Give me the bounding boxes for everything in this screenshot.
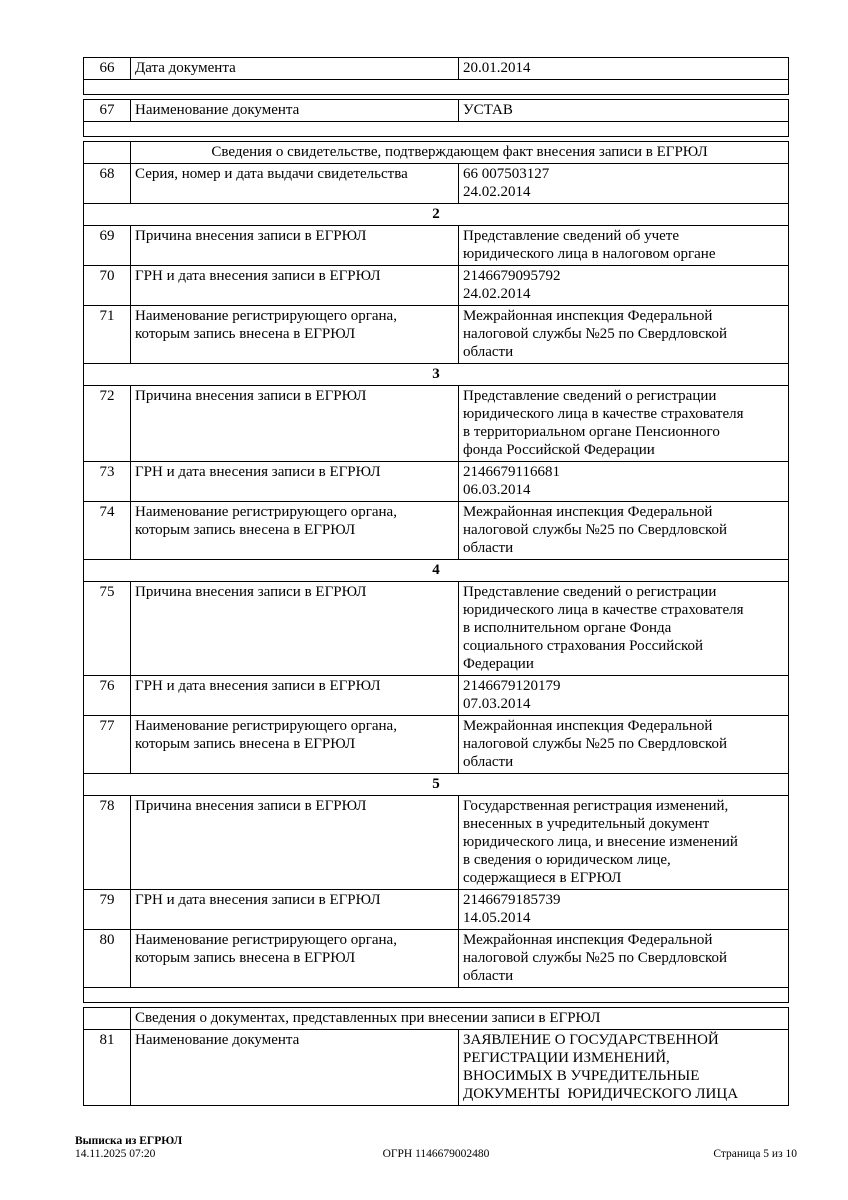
- section-number-row-3: 3: [82, 363, 790, 386]
- row-number-cell: 74: [83, 501, 131, 560]
- row-number-cell: 71: [83, 305, 131, 364]
- footer-left: Выписка из ЕГРЮЛ 14.11.2025 07:20: [75, 1135, 316, 1161]
- field-label-cell: Наименование документа: [130, 1029, 459, 1106]
- field-label-cell: Причина внесения записи в ЕГРЮЛ: [130, 385, 459, 462]
- row-number-cell: 78: [83, 795, 131, 890]
- documents-records-block: Сведения о документах, представленных пр…: [83, 1007, 789, 1106]
- row-number-cell: 75: [83, 581, 131, 676]
- table-row-81: 81 Наименование документа ЗАЯВЛЕНИЕ О ГО…: [83, 1029, 789, 1106]
- field-label-cell: Наименование документа: [130, 99, 459, 122]
- field-value-cell: УСТАВ: [458, 99, 789, 122]
- table-row-77: 77 Наименование регистрирующего органа, …: [83, 715, 790, 774]
- section-header-row: Сведения о свидетельстве, подтверждающем…: [83, 141, 790, 164]
- field-value-cell: 20.01.2014: [458, 57, 789, 80]
- field-value-cell: Межрайонная инспекция Федеральной налого…: [457, 305, 790, 364]
- section-number-row-4: 4: [82, 559, 790, 582]
- field-label-cell: ГРН и дата внесения записи в ЕГРЮЛ: [130, 675, 459, 716]
- field-label-cell: Наименование регистрирующего органа, кот…: [130, 929, 459, 988]
- table-row-78: 78 Причина внесения записи в ЕГРЮЛ Госуд…: [83, 795, 790, 890]
- section-number-cell: 3: [82, 363, 790, 386]
- spacer-cell: [83, 79, 789, 95]
- field-value-cell: 2146679120179 07.03.2014: [457, 675, 790, 716]
- section-number-cell: 2: [82, 203, 790, 226]
- table-row-74: 74 Наименование регистрирующего органа, …: [83, 501, 790, 560]
- egrul-extract-table-area: 66 Дата документа 20.01.2014 67 Наименов…: [82, 57, 790, 1106]
- field-value-cell: 2146679095792 24.02.2014: [457, 265, 790, 306]
- row-number-cell: 79: [83, 889, 131, 930]
- field-label-cell: Серия, номер и дата выдачи свидетельства: [130, 163, 459, 204]
- field-label-cell: Наименование регистрирующего органа, кот…: [130, 501, 459, 560]
- section-number-cell: 4: [82, 559, 790, 582]
- table-row-75: 75 Причина внесения записи в ЕГРЮЛ Предс…: [83, 581, 790, 676]
- field-value-cell: Межрайонная инспекция Федеральной налого…: [457, 929, 790, 988]
- empty-number-cell: [83, 1007, 131, 1030]
- footer-page-number: Страница 5 из 10: [713, 1148, 798, 1160]
- record-block-66: 66 Дата документа 20.01.2014: [83, 57, 789, 95]
- certificate-section-header: Сведения о свидетельстве, подтверждающем…: [129, 141, 790, 164]
- row-number-cell: 76: [83, 675, 131, 716]
- row-number-cell: 73: [83, 461, 131, 502]
- footer-doc-type: Выписка из ЕГРЮЛ: [75, 1135, 183, 1147]
- table-row-67: 67 Наименование документа УСТАВ: [83, 99, 789, 122]
- section-number-row-5: 5: [82, 773, 790, 796]
- footer-datetime: 14.11.2025 07:20: [75, 1148, 156, 1160]
- spacer-row: [83, 79, 789, 95]
- field-label-cell: ГРН и дата внесения записи в ЕГРЮЛ: [130, 265, 459, 306]
- field-value-cell: Представление сведений об учете юридичес…: [457, 225, 790, 266]
- empty-number-cell: [83, 141, 131, 164]
- spacer-row: [83, 121, 789, 137]
- table-row-80: 80 Наименование регистрирующего органа, …: [83, 929, 790, 988]
- row-number-cell: 66: [83, 57, 131, 80]
- field-value-cell: ЗАЯВЛЕНИЕ О ГОСУДАРСТВЕННОЙ РЕГИСТРАЦИИ …: [458, 1029, 789, 1106]
- table-row-69: 69 Причина внесения записи в ЕГРЮЛ Предс…: [83, 225, 790, 266]
- field-value-cell: Межрайонная инспекция Федеральной налого…: [457, 715, 790, 774]
- spacer-row: [82, 987, 790, 1003]
- table-row-66: 66 Дата документа 20.01.2014: [83, 57, 789, 80]
- field-value-cell: 66 007503127 24.02.2014: [457, 163, 790, 204]
- table-row-70: 70 ГРН и дата внесения записи в ЕГРЮЛ 21…: [83, 265, 790, 306]
- field-value-cell: Представление сведений о регистрации юри…: [457, 385, 790, 462]
- table-row-72: 72 Причина внесения записи в ЕГРЮЛ Предс…: [83, 385, 790, 462]
- row-number-cell: 81: [83, 1029, 131, 1106]
- row-number-cell: 80: [83, 929, 131, 988]
- row-number-cell: 72: [83, 385, 131, 462]
- section-number-cell: 5: [82, 773, 790, 796]
- table-row-76: 76 ГРН и дата внесения записи в ЕГРЮЛ 21…: [83, 675, 790, 716]
- row-number-cell: 68: [83, 163, 131, 204]
- field-value-cell: Межрайонная инспекция Федеральной налого…: [457, 501, 790, 560]
- field-label-cell: Наименование регистрирующего органа, кот…: [130, 715, 459, 774]
- record-block-67: 67 Наименование документа УСТАВ: [83, 99, 789, 137]
- row-number-cell: 67: [83, 99, 131, 122]
- spacer-cell: [82, 987, 790, 1003]
- field-value-cell: Государственная регистрация изменений, в…: [457, 795, 790, 890]
- field-value-cell: 2146679116681 06.03.2014: [457, 461, 790, 502]
- field-label-cell: Причина внесения записи в ЕГРЮЛ: [130, 225, 459, 266]
- documents-section-header: Сведения о документах, представленных пр…: [130, 1007, 789, 1030]
- field-value-cell: 2146679185739 14.05.2014: [457, 889, 790, 930]
- page-footer: Выписка из ЕГРЮЛ 14.11.2025 07:20 ОГРН 1…: [75, 1135, 797, 1161]
- section-header-row: Сведения о документах, представленных пр…: [83, 1007, 789, 1030]
- field-value-cell: Представление сведений о регистрации юри…: [457, 581, 790, 676]
- table-row-79: 79 ГРН и дата внесения записи в ЕГРЮЛ 21…: [83, 889, 790, 930]
- row-number-cell: 69: [83, 225, 131, 266]
- row-number-cell: 70: [83, 265, 131, 306]
- table-row-68: 68 Серия, номер и дата выдачи свидетельс…: [83, 163, 790, 204]
- field-label-cell: Причина внесения записи в ЕГРЮЛ: [130, 581, 459, 676]
- section-number-row-2: 2: [82, 203, 790, 226]
- row-number-cell: 77: [83, 715, 131, 774]
- field-label-cell: Наименование регистрирующего органа, кот…: [130, 305, 459, 364]
- field-label-cell: Дата документа: [130, 57, 459, 80]
- field-label-cell: ГРН и дата внесения записи в ЕГРЮЛ: [130, 461, 459, 502]
- footer-ogrn: ОГРН 1146679002480: [382, 1148, 490, 1160]
- field-label-cell: Причина внесения записи в ЕГРЮЛ: [130, 795, 459, 890]
- certificate-records-block: Сведения о свидетельстве, подтверждающем…: [82, 141, 790, 1003]
- spacer-cell: [83, 121, 789, 137]
- field-label-cell: ГРН и дата внесения записи в ЕГРЮЛ: [130, 889, 459, 930]
- table-row-73: 73 ГРН и дата внесения записи в ЕГРЮЛ 21…: [83, 461, 790, 502]
- table-row-71: 71 Наименование регистрирующего органа, …: [83, 305, 790, 364]
